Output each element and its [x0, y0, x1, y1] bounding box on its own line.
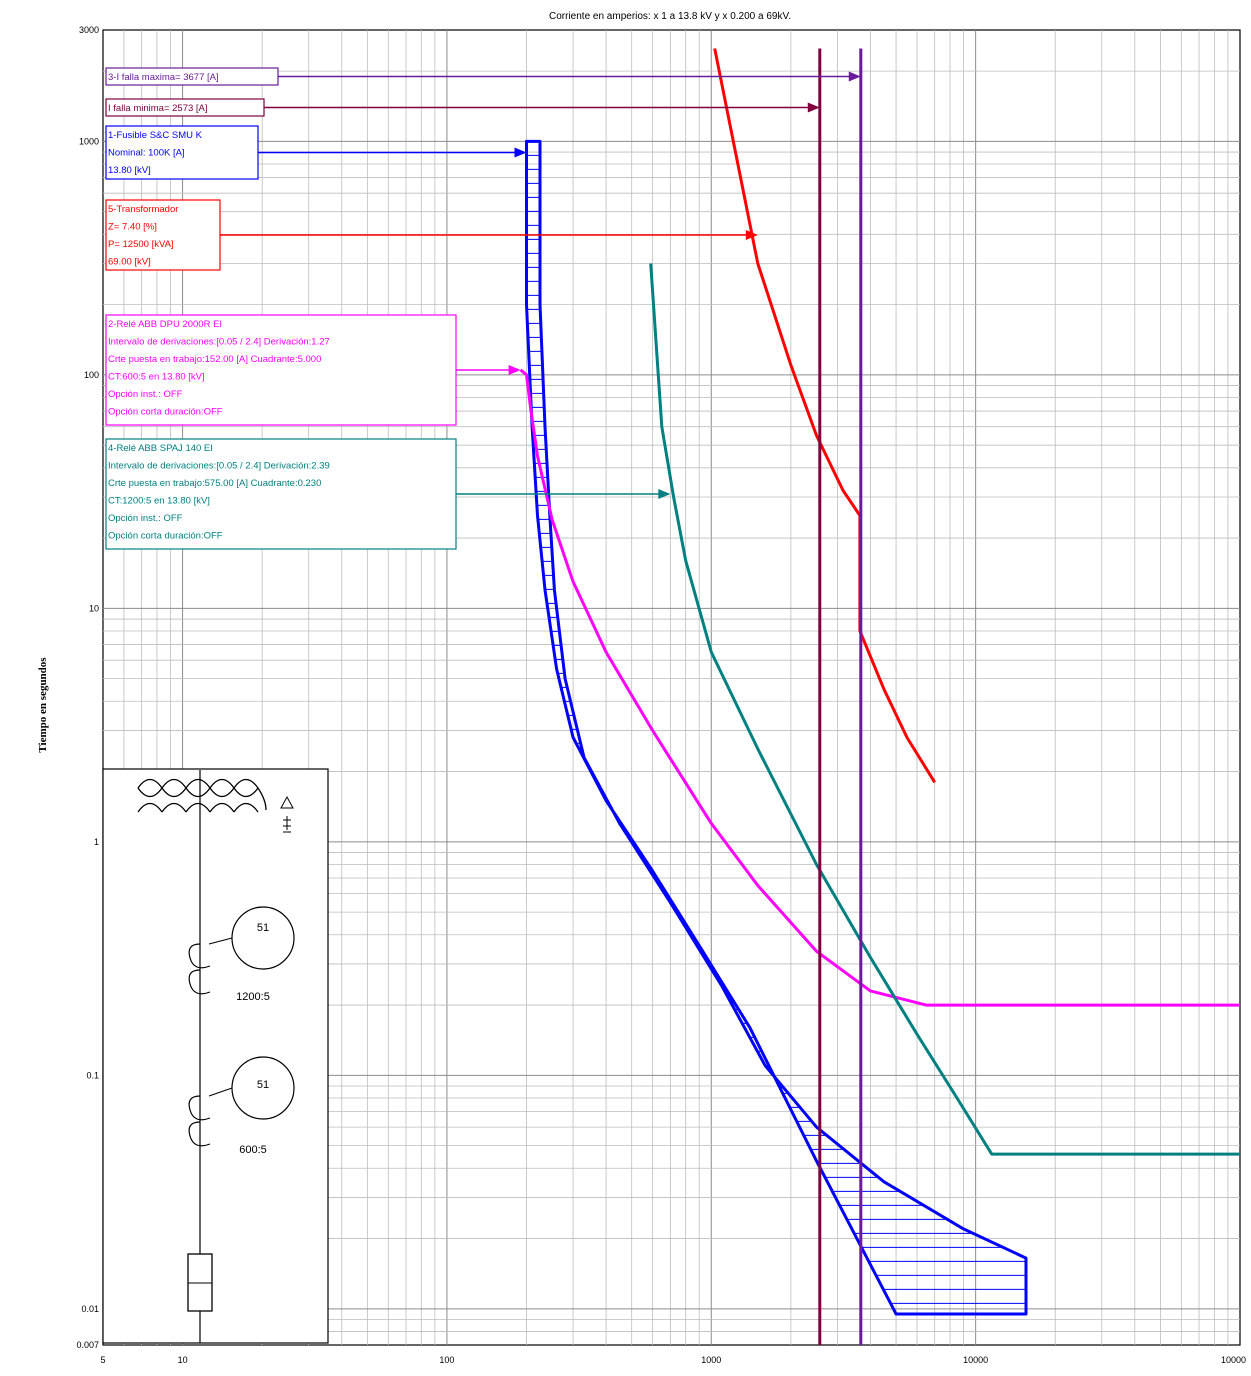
ct-top-lead [208, 937, 233, 945]
annotation-text: Z= 7.40 [%] [108, 222, 157, 233]
annotation-imax: 3-I falla maxima= 3677 [A] [105, 67, 861, 86]
annotation-fuse: 1-Fusible S&C SMU K Nominal: 100K [A] 13.8… [105, 125, 527, 180]
winding-symbols [280, 795, 294, 833]
annotation-arrowhead [807, 102, 820, 113]
y-tick-label: 100 [84, 370, 99, 380]
annotation-imin: I falla minima= 2573 [A] [105, 98, 820, 117]
annotation-text: 4-Relé ABB SPAJ 140 EI [108, 443, 213, 454]
x-tick-label: 1000 [701, 1355, 721, 1365]
x-tick-label: 100 [439, 1355, 454, 1365]
annotation-box [105, 314, 457, 426]
annotation-text: Crte puesta en trabajo:152.00 [A] Cuadra… [108, 354, 321, 365]
one-line-diagram: 51 1200:5 51 600:5 [102, 768, 329, 1344]
y-tick-label: 10 [89, 603, 99, 613]
chart-title: Corriente en amperios: x 1 a 13.8 kV y x… [549, 11, 791, 22]
annotation-arrowhead [848, 71, 861, 82]
relay-51-top [231, 906, 295, 970]
annotation-text: Crte puesta en trabajo:575.00 [A] Cuadra… [108, 478, 321, 489]
ct-bottom [188, 1095, 211, 1147]
y-axis-label: Tiempo en segundos [37, 657, 49, 753]
annotation-text: 69.00 [kV] [108, 257, 151, 268]
annotation-box [105, 199, 221, 271]
axis-ticks: 5 10 100 1000 10000 10000 3000 1000 100 10 1 0.1 0.0… [76, 25, 1246, 1365]
ct-top-ratio: 1200:5 [236, 991, 270, 1003]
x-tick-label: 10000 [963, 1355, 988, 1365]
annotation-text: Opción corta duración:OFF [108, 407, 223, 418]
annotation-box [105, 438, 457, 550]
y-tick-label: 1 [94, 837, 99, 847]
annotation-text: 2-Relé ABB DPU 2000R EI [108, 319, 222, 330]
relay-bottom-device: 51 [257, 1079, 269, 1091]
y-tick-label: 0.01 [81, 1304, 99, 1314]
annotation-relay4: 4-Relé ABB SPAJ 140 EI Intervalo de deriv… [105, 438, 671, 550]
annotation-text: Intervalo de derivaciones:[0.05 / 2.4] D… [108, 461, 330, 472]
y-tick-label: 0.1 [86, 1070, 99, 1080]
x-tick-label: 10000 [1221, 1355, 1246, 1365]
annotation-text: 5-Transformador [108, 204, 178, 215]
annotation-text: Opción inst.: OFF [108, 389, 183, 400]
transformer-symbol [137, 778, 267, 813]
y-tick-label: 3000 [79, 25, 99, 35]
ct-top [188, 943, 211, 995]
relay-top-device: 51 [257, 922, 269, 934]
series-curve [713, 48, 936, 784]
y-tick-label: 0.007 [76, 1340, 99, 1350]
annotation-text: CT:600:5 en 13.80 [kV] [108, 372, 205, 383]
annotation-text: Opción inst.: OFF [108, 513, 183, 524]
diagram-frame [102, 768, 329, 1344]
ct-bottom-lead [208, 1087, 233, 1097]
annotation-text: 13.80 [kV] [108, 165, 151, 176]
annotations-layer: 3-I falla maxima= 3677 [A] I falla minima… [105, 67, 861, 550]
ct-bottom-ratio: 600:5 [239, 1144, 267, 1156]
annotation-text: Opción corta duración:OFF [108, 531, 223, 542]
annotation-text: CT:1200:5 en 13.80 [kV] [108, 496, 210, 507]
annotation-text: 3-I falla maxima= 3677 [A] [108, 72, 219, 83]
annotation-text: I falla minima= 2573 [A] [108, 103, 208, 114]
annotation-text: 1-Fusible S&C SMU K [108, 130, 203, 141]
x-tick-label: 5 [100, 1355, 105, 1365]
series-curve [649, 263, 1240, 1156]
annotation-arrowhead [745, 230, 758, 240]
annotation-text: Nominal: 100K [A] [108, 148, 185, 159]
annotation-text: P= 12500 [kVA] [108, 239, 174, 250]
annotation-text: Intervalo de derivaciones:[0.05 / 2.4] D… [108, 337, 330, 348]
annotation-arrowhead [658, 489, 671, 499]
annotation-relay2: 2-Relé ABB DPU 2000R EI Intervalo de deri… [105, 314, 521, 426]
y-tick-label: 1000 [79, 136, 99, 146]
annotation-arrowhead [508, 365, 521, 375]
annotation-trafo: 5-Transformador Z= 7.40 [%] P= 12500 [kVA]… [105, 199, 758, 271]
annotation-arrowhead [514, 147, 527, 158]
fuse-band [525, 139, 1028, 1316]
x-tick-label: 10 [178, 1355, 188, 1365]
